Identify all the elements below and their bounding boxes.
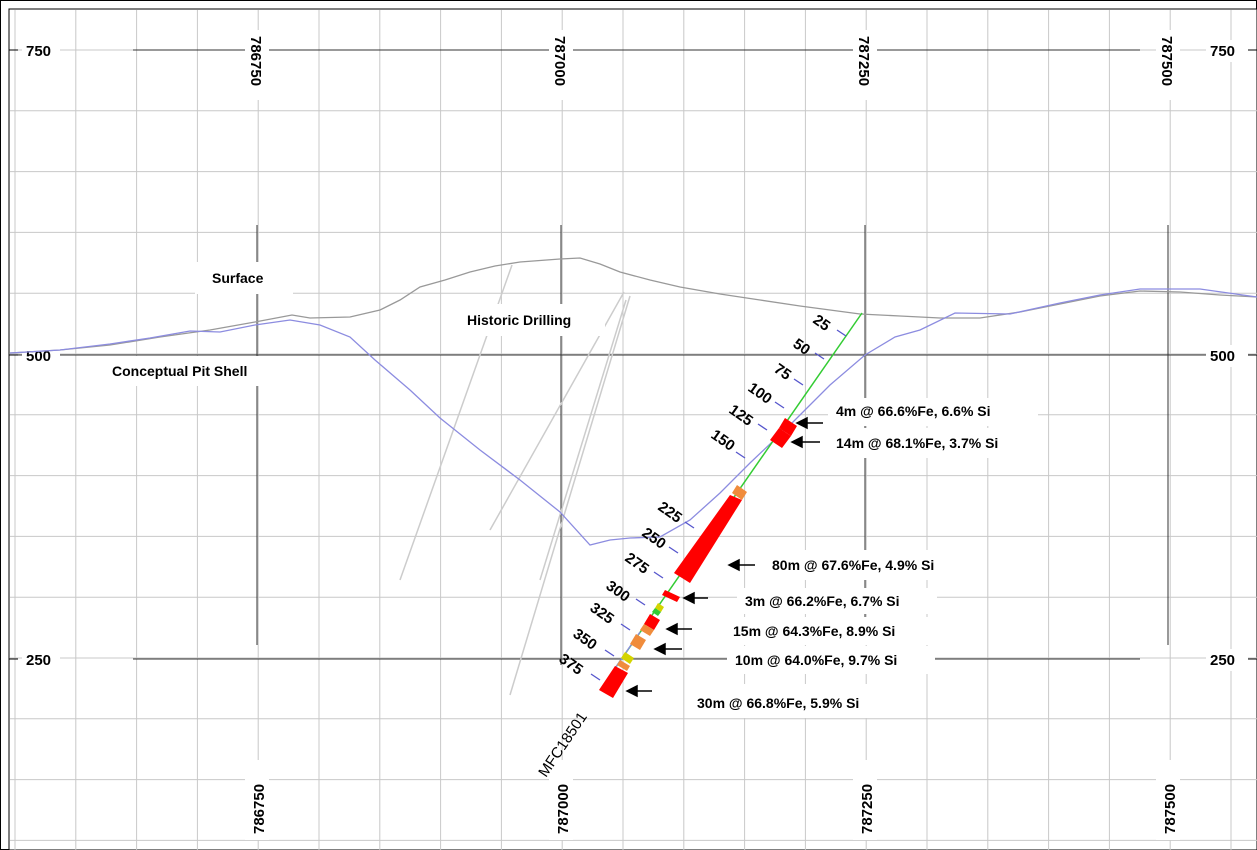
grade-intervals [599,418,797,698]
intercept-arrows [625,416,823,698]
easting-label-top-2: 787000 [551,36,568,86]
inner-frame [8,8,1257,850]
intercept-label-6: 10m @ 64.0%Fe, 9.7% Si [735,652,897,668]
interval-i6-b [621,652,634,664]
depth-label-25: 25 [810,311,833,334]
elevation-label-500-right: 500 [1210,348,1235,365]
intercept-label-4: 3m @ 66.2%Fe, 6.7% Si [745,593,900,609]
pit-shell-line [9,288,1257,546]
historic-hole-3 [509,295,631,696]
interval-i5-d [640,624,654,636]
depth-label-50: 50 [790,335,813,358]
elevation-label-750-left: 750 [26,43,51,60]
intercept-label-7: 30m @ 66.8%Fe, 5.9% Si [697,695,859,711]
surface-label: Surface [212,270,264,286]
interval-i6-a [630,634,646,650]
interval-i7-top [617,660,630,671]
easting-label-top-3: 787250 [855,36,872,86]
interval-i3-top [732,485,747,500]
intercept-label-1: 4m @ 66.6%Fe, 6.6% Si [836,403,991,419]
interval-i4 [662,590,680,602]
interval-i5-b [652,608,661,616]
depth-label-75: 75 [771,360,794,383]
intercept-label-3: 80m @ 67.6%Fe, 4.9% Si [772,557,934,573]
elevation-label-250-right: 250 [1210,652,1235,669]
interval-i7 [599,666,628,698]
interval-i2 [770,428,791,448]
minor-grid [10,10,1257,850]
interval-i5-c [644,614,660,630]
easting-label-top-1: 786750 [247,36,264,86]
easting-label-bottom-3: 787250 [859,784,876,834]
easting-label-bottom-2: 787000 [555,784,572,834]
pit-shell-label: Conceptual Pit Shell [112,363,247,379]
interval-i3 [674,495,742,583]
intercept-label-5: 15m @ 64.3%Fe, 8.9% Si [733,623,895,639]
easting-label-bottom-1: 786750 [251,784,268,834]
historic-drilling-label: Historic Drilling [467,312,571,328]
interval-i1 [779,418,797,436]
edge-ticks [9,49,1257,660]
easting-label-top-4: 787500 [1158,36,1175,86]
elevation-label-250-left: 250 [26,652,51,669]
interval-i5-a [655,603,664,612]
historic-hole-4 [539,299,627,581]
intercept-label-2: 14m @ 68.1%Fe, 3.7% Si [836,435,998,451]
elevation-label-750-right: 750 [1210,43,1235,60]
easting-label-bottom-4: 787500 [1162,784,1179,834]
depth-ticks [590,329,847,681]
